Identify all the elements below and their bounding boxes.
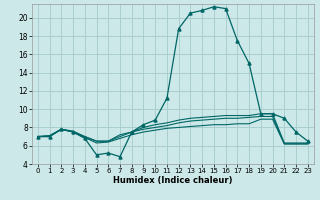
X-axis label: Humidex (Indice chaleur): Humidex (Indice chaleur) [113,176,233,185]
